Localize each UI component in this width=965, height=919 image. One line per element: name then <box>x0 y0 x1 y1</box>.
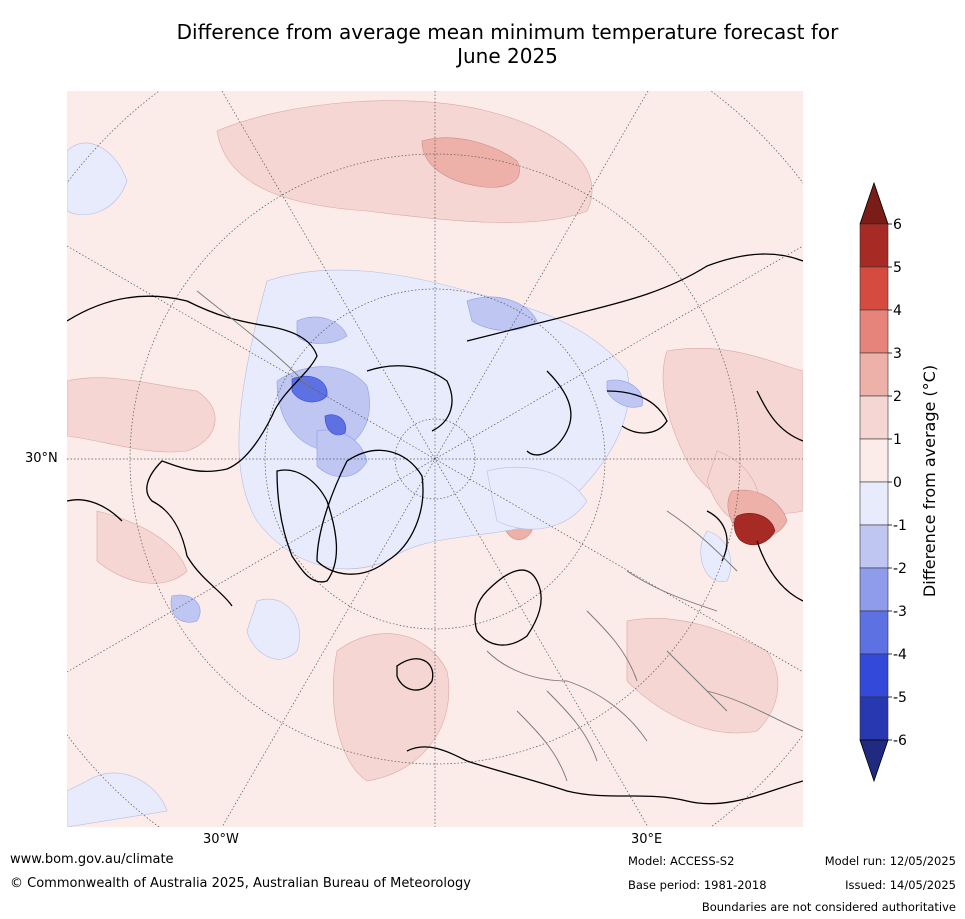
tick-label-30w: 30°W <box>203 832 239 847</box>
boundaries-disclaimer: Boundaries are not considered authoritat… <box>701 900 956 914</box>
colorbar-segment <box>859 266 889 311</box>
colorbar-segment <box>859 352 889 397</box>
title-line-1: Difference from average mean minimum tem… <box>176 20 839 44</box>
coastlines <box>67 253 803 805</box>
copyright-text: © Commonwealth of Australia 2025, Austra… <box>10 876 471 891</box>
colorbar-tick-label: -2 <box>893 561 907 577</box>
colorbar-tick-label: 2 <box>893 389 902 405</box>
country-boundaries <box>196 290 803 782</box>
colorbar-segment <box>859 481 889 526</box>
colorbar-ticks: 6 5 4 3 2 1 0 -1 -2 -3 -4 -5 -6 <box>888 217 907 749</box>
chart-title: Difference from average mean minimum tem… <box>60 20 955 68</box>
colorbar-tick-label: -1 <box>893 518 907 534</box>
colorbar-tick-label: 0 <box>893 475 902 491</box>
colorbar-label: Difference from average (°C) <box>920 365 939 597</box>
colorbar-segment <box>859 610 889 655</box>
colorbar-segment <box>859 524 889 569</box>
warm-anomaly-regions <box>67 100 803 782</box>
colorbar-segment <box>859 395 889 440</box>
tick-label-30n: 30°N <box>25 451 58 466</box>
colorbar-segment <box>859 696 889 741</box>
graticule <box>67 91 803 827</box>
colorbar-segment <box>859 567 889 612</box>
cool-anomaly-regions <box>67 142 732 827</box>
colorbar-tick-label: 3 <box>893 346 902 362</box>
base-period: Base period: 1981-2018 <box>628 878 767 892</box>
model-run-date: Model run: 12/05/2025 <box>824 854 956 868</box>
strongest-cold-regions <box>291 375 347 436</box>
colorbar-tick-label: 4 <box>893 303 902 319</box>
colorbar: 6 5 4 3 2 1 0 -1 -2 -3 -4 -5 -6 Difference from aver… <box>859 181 939 783</box>
colorbar-segment <box>859 438 889 483</box>
website-link[interactable]: www.bom.gov.au/climate <box>10 852 174 867</box>
colorbar-tick-label: 1 <box>893 432 902 448</box>
colorbar-segments <box>859 181 889 783</box>
colorbar-tick-label: 6 <box>893 217 902 233</box>
issued-date: Issued: 14/05/2025 <box>845 878 956 892</box>
colorbar-tick-label: 5 <box>893 260 902 276</box>
tick-label-30e: 30°E <box>631 832 663 847</box>
colorbar-segment <box>859 309 889 354</box>
colorbar-segment <box>859 223 889 268</box>
colorbar-arrow-bottom <box>859 739 889 783</box>
title-line-2: June 2025 <box>457 44 558 68</box>
colorbar-tick-label: -4 <box>893 647 907 663</box>
colorbar-segment <box>859 653 889 698</box>
colorbar-tick-label: -5 <box>893 690 907 706</box>
forecast-map <box>67 91 803 827</box>
colorbar-tick-label: -3 <box>893 604 907 620</box>
colorbar-tick-label: -6 <box>893 733 907 749</box>
colorbar-arrow-top <box>859 181 889 225</box>
model-name: Model: ACCESS-S2 <box>628 854 735 868</box>
